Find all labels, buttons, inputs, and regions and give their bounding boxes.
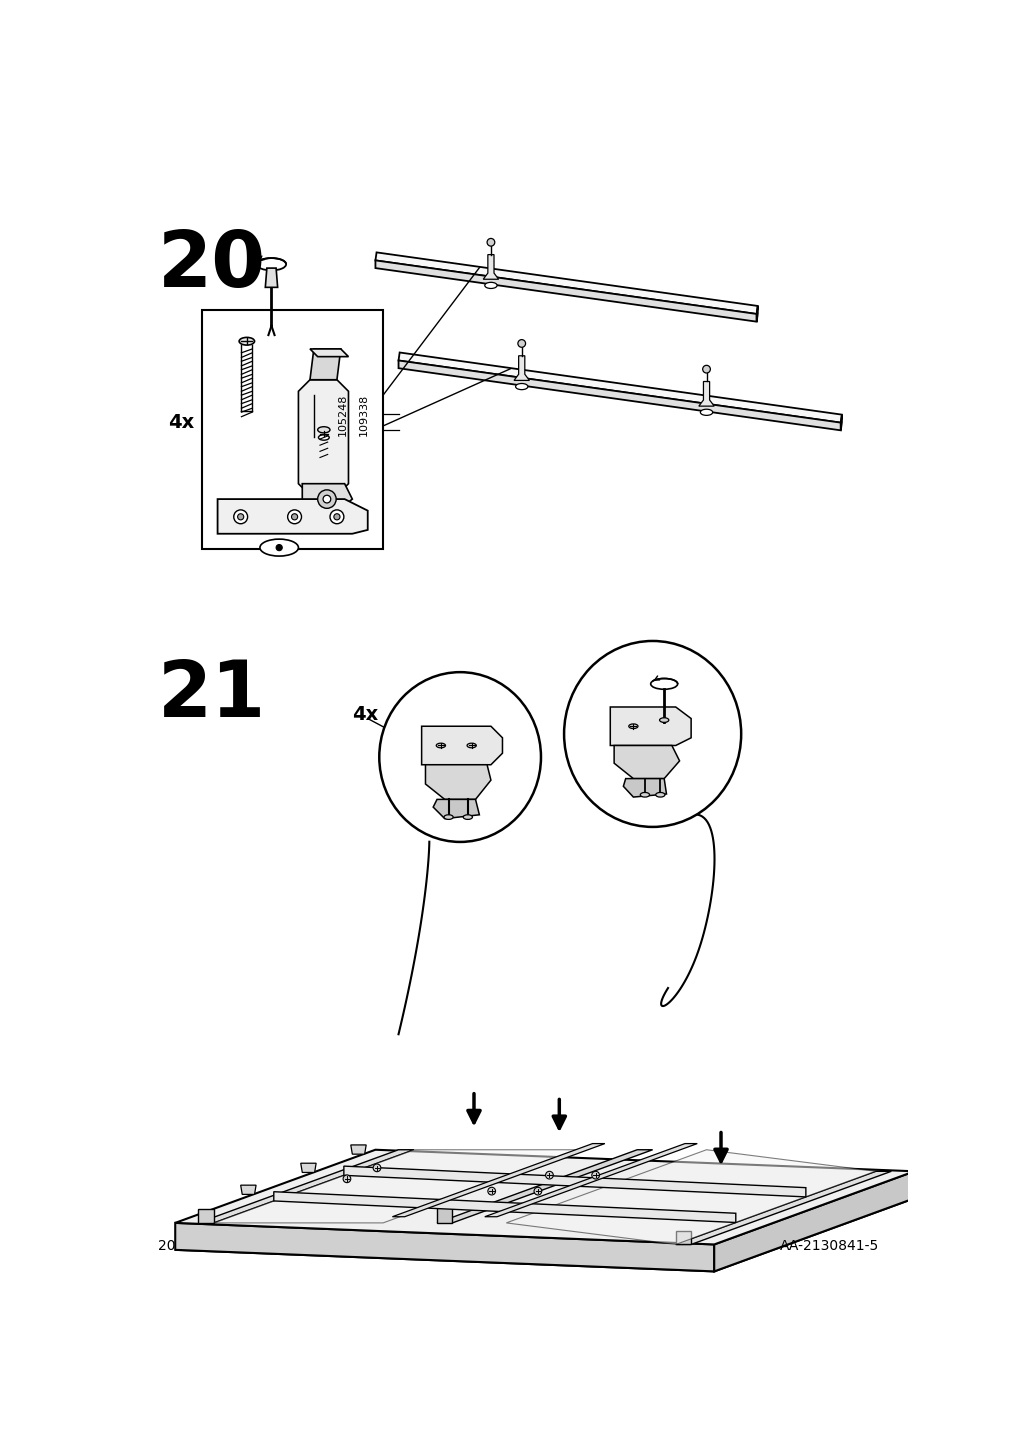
Text: 20: 20 bbox=[158, 1239, 176, 1253]
Polygon shape bbox=[175, 1150, 914, 1244]
Ellipse shape bbox=[444, 815, 453, 819]
Ellipse shape bbox=[484, 282, 496, 288]
Circle shape bbox=[591, 1171, 599, 1179]
Circle shape bbox=[518, 339, 525, 348]
Polygon shape bbox=[175, 1223, 714, 1272]
Polygon shape bbox=[198, 1209, 213, 1223]
Polygon shape bbox=[484, 1144, 697, 1217]
Ellipse shape bbox=[563, 642, 740, 826]
Ellipse shape bbox=[659, 717, 668, 722]
Circle shape bbox=[276, 544, 282, 551]
Ellipse shape bbox=[640, 792, 649, 798]
Circle shape bbox=[317, 490, 336, 508]
Circle shape bbox=[323, 495, 331, 503]
Circle shape bbox=[334, 514, 340, 520]
Text: 105248: 105248 bbox=[338, 394, 348, 435]
Ellipse shape bbox=[628, 725, 637, 729]
Polygon shape bbox=[614, 746, 679, 779]
Ellipse shape bbox=[260, 538, 298, 556]
Polygon shape bbox=[241, 1186, 256, 1194]
Text: AA-2130841-5: AA-2130841-5 bbox=[779, 1239, 879, 1253]
Ellipse shape bbox=[515, 384, 528, 390]
Polygon shape bbox=[675, 1230, 691, 1244]
Polygon shape bbox=[425, 765, 490, 799]
Circle shape bbox=[373, 1164, 380, 1171]
Ellipse shape bbox=[239, 338, 255, 345]
Polygon shape bbox=[274, 1191, 735, 1223]
Circle shape bbox=[287, 510, 301, 524]
Polygon shape bbox=[840, 415, 841, 431]
Polygon shape bbox=[392, 1144, 605, 1217]
Polygon shape bbox=[437, 1206, 452, 1223]
Polygon shape bbox=[610, 707, 691, 746]
Ellipse shape bbox=[463, 815, 472, 819]
Text: 4x: 4x bbox=[168, 412, 194, 431]
Ellipse shape bbox=[318, 435, 329, 440]
Text: 109338: 109338 bbox=[359, 394, 369, 435]
Polygon shape bbox=[437, 1150, 652, 1223]
Polygon shape bbox=[398, 361, 840, 431]
Polygon shape bbox=[623, 779, 666, 798]
Polygon shape bbox=[217, 500, 367, 534]
Polygon shape bbox=[198, 1150, 413, 1223]
Ellipse shape bbox=[700, 410, 712, 415]
Polygon shape bbox=[300, 1163, 315, 1173]
Text: 21: 21 bbox=[158, 657, 266, 733]
Polygon shape bbox=[422, 726, 502, 765]
Text: 20: 20 bbox=[158, 228, 266, 304]
Polygon shape bbox=[514, 355, 529, 381]
Polygon shape bbox=[302, 484, 352, 514]
Polygon shape bbox=[175, 1177, 914, 1272]
Ellipse shape bbox=[317, 427, 330, 432]
Polygon shape bbox=[699, 381, 714, 407]
Polygon shape bbox=[675, 1171, 891, 1244]
Polygon shape bbox=[506, 1150, 876, 1244]
Circle shape bbox=[487, 1187, 495, 1194]
Polygon shape bbox=[309, 349, 341, 379]
Circle shape bbox=[291, 514, 297, 520]
Circle shape bbox=[234, 510, 248, 524]
Polygon shape bbox=[298, 379, 348, 495]
Polygon shape bbox=[213, 1150, 582, 1223]
Ellipse shape bbox=[655, 792, 664, 798]
Polygon shape bbox=[375, 261, 756, 322]
Polygon shape bbox=[398, 352, 841, 422]
Ellipse shape bbox=[436, 743, 445, 748]
Circle shape bbox=[330, 510, 344, 524]
Bar bbox=[202, 311, 383, 548]
Polygon shape bbox=[433, 799, 479, 819]
Circle shape bbox=[238, 514, 244, 520]
Polygon shape bbox=[483, 255, 498, 279]
Polygon shape bbox=[375, 252, 757, 314]
Ellipse shape bbox=[379, 672, 541, 842]
Circle shape bbox=[486, 239, 494, 246]
Ellipse shape bbox=[467, 743, 476, 748]
Circle shape bbox=[545, 1171, 553, 1179]
Polygon shape bbox=[344, 1166, 805, 1197]
Circle shape bbox=[534, 1187, 541, 1194]
Polygon shape bbox=[309, 349, 348, 357]
Polygon shape bbox=[714, 1171, 914, 1272]
Circle shape bbox=[702, 365, 710, 372]
Circle shape bbox=[343, 1176, 351, 1183]
Polygon shape bbox=[265, 268, 277, 288]
Polygon shape bbox=[351, 1146, 366, 1154]
Polygon shape bbox=[756, 306, 757, 322]
Text: 4x: 4x bbox=[352, 705, 378, 725]
